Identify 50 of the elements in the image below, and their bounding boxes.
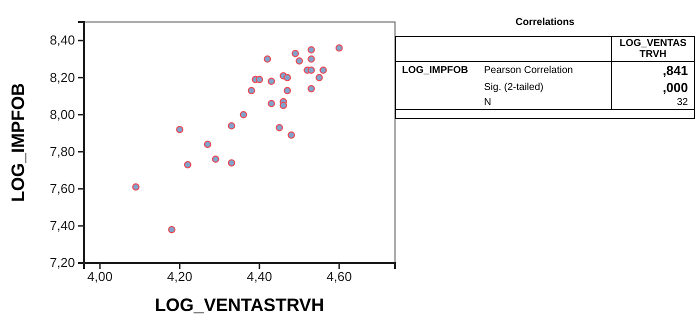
text: Sig. (2-tailed) — [483, 81, 544, 95]
x-tick-label: 4,60 — [326, 269, 352, 284]
point — [132, 183, 140, 191]
x-tick-label: 4,40 — [246, 269, 272, 284]
point — [296, 57, 303, 65]
y-tick-label: 7,60 — [50, 181, 75, 196]
text: ,000 — [612, 79, 694, 96]
point — [268, 78, 276, 86]
text: Correlations — [514, 16, 576, 30]
y-tick-label: 7,20 — [50, 255, 75, 270]
point — [184, 161, 192, 168]
text: LOG_VENTASTRVH — [612, 36, 694, 62]
point — [264, 55, 272, 63]
point — [288, 131, 296, 139]
text: LOG_IMPFOB — [401, 64, 470, 78]
point — [320, 66, 327, 74]
point — [308, 66, 315, 74]
y-tick-label: 8,20 — [50, 70, 75, 85]
point — [204, 140, 212, 148]
point — [256, 76, 264, 84]
x-tick-label: 4,00 — [87, 269, 113, 284]
point — [308, 46, 315, 54]
point — [335, 44, 343, 52]
text: 32 — [612, 96, 694, 110]
y-tick-label: 7,40 — [50, 218, 75, 234]
point — [168, 226, 176, 234]
point — [268, 100, 276, 108]
text: ,841 — [612, 62, 694, 79]
point — [228, 122, 236, 130]
point — [248, 86, 256, 94]
point — [228, 159, 236, 167]
x-axis-title: LOG_VENTASTRVH — [154, 295, 324, 315]
text: N — [483, 96, 492, 110]
point — [284, 86, 292, 94]
point — [212, 156, 220, 163]
point — [280, 102, 288, 110]
point — [240, 111, 248, 118]
point — [176, 126, 184, 134]
point — [308, 55, 315, 63]
y-tick-label: 8,40 — [50, 32, 75, 48]
y-tick-label: 7,80 — [50, 144, 75, 159]
x-tick-label: 4,20 — [167, 269, 192, 284]
point — [276, 124, 284, 132]
point — [308, 85, 315, 92]
point — [292, 50, 300, 58]
point — [316, 74, 323, 82]
point — [284, 74, 292, 82]
y-axis-title: LOG_IMPFOB — [8, 82, 28, 202]
y-tick-label: 8,00 — [50, 106, 75, 122]
text: Pearson Correlation — [483, 64, 574, 78]
